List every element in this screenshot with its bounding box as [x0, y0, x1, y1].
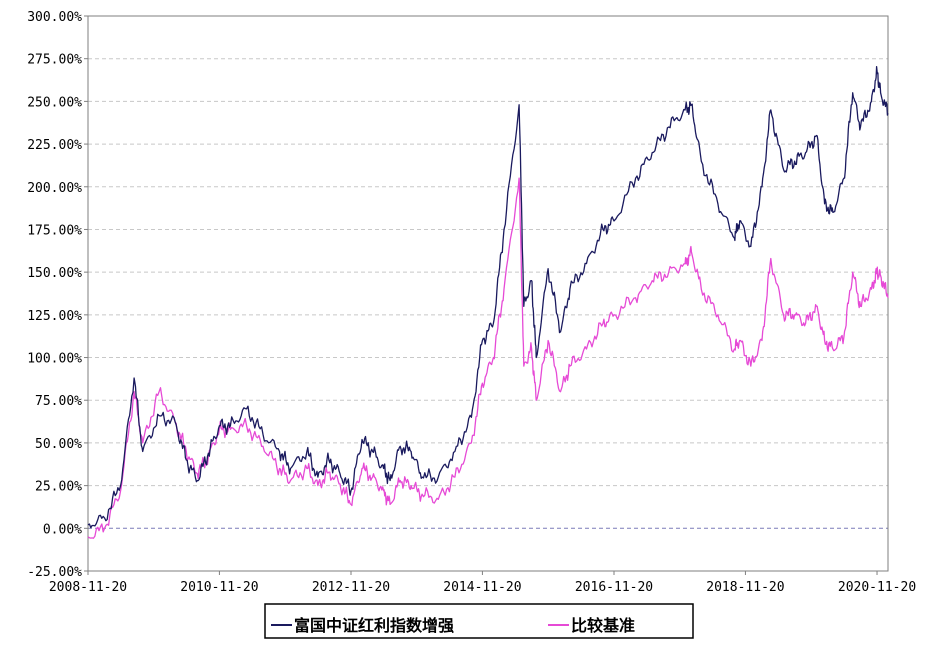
x-tick-label: 2014-11-20	[443, 580, 521, 595]
series-line-0	[87, 66, 889, 529]
y-tick-label: 225.00%	[27, 138, 82, 153]
y-tick-label: 100.00%	[27, 352, 82, 367]
y-tick-label: 75.00%	[35, 394, 82, 409]
y-tick-label: 200.00%	[27, 181, 82, 196]
plot-frame	[87, 15, 889, 572]
legend-box	[264, 603, 694, 639]
y-tick-label: 125.00%	[27, 309, 82, 324]
y-tick-label: -25.00%	[27, 565, 82, 580]
legend: 富国中证红利指数增强 比较基准	[264, 603, 694, 639]
series-line-1	[87, 177, 889, 539]
x-tick-label: 2008-11-20	[49, 580, 127, 595]
y-tick-label: 25.00%	[35, 480, 82, 495]
y-tick-label: 50.00%	[35, 437, 82, 452]
series-layer	[87, 66, 889, 539]
grid-lines	[88, 58, 888, 529]
y-tick-label: 275.00%	[27, 53, 82, 68]
y-tick-label: 175.00%	[27, 223, 82, 238]
x-tick-label: 2012-11-20	[312, 580, 390, 595]
y-tick-label: 150.00%	[27, 266, 82, 281]
y-tick-label: 300.00%	[27, 10, 82, 25]
x-tick-label: 2018-11-20	[706, 580, 784, 595]
x-tick-label: 2016-11-20	[575, 580, 653, 595]
y-axis-ticks: -25.00% 0.00% 25.00% 50.00% 75.00% 100.00% 125…	[27, 10, 88, 580]
legend-label-0: 富国中证红利指数增强	[294, 616, 454, 635]
x-tick-label: 2010-11-20	[180, 580, 258, 595]
y-tick-label: 250.00%	[27, 95, 82, 110]
y-tick-label: 0.00%	[43, 522, 82, 537]
x-tick-label: 2020-11-20	[838, 580, 916, 595]
legend-label-1: 比较基准	[571, 616, 635, 635]
x-axis-ticks: 2008-11-20 2010-11-20 2012-11-20 2014-11-20…	[49, 571, 916, 595]
